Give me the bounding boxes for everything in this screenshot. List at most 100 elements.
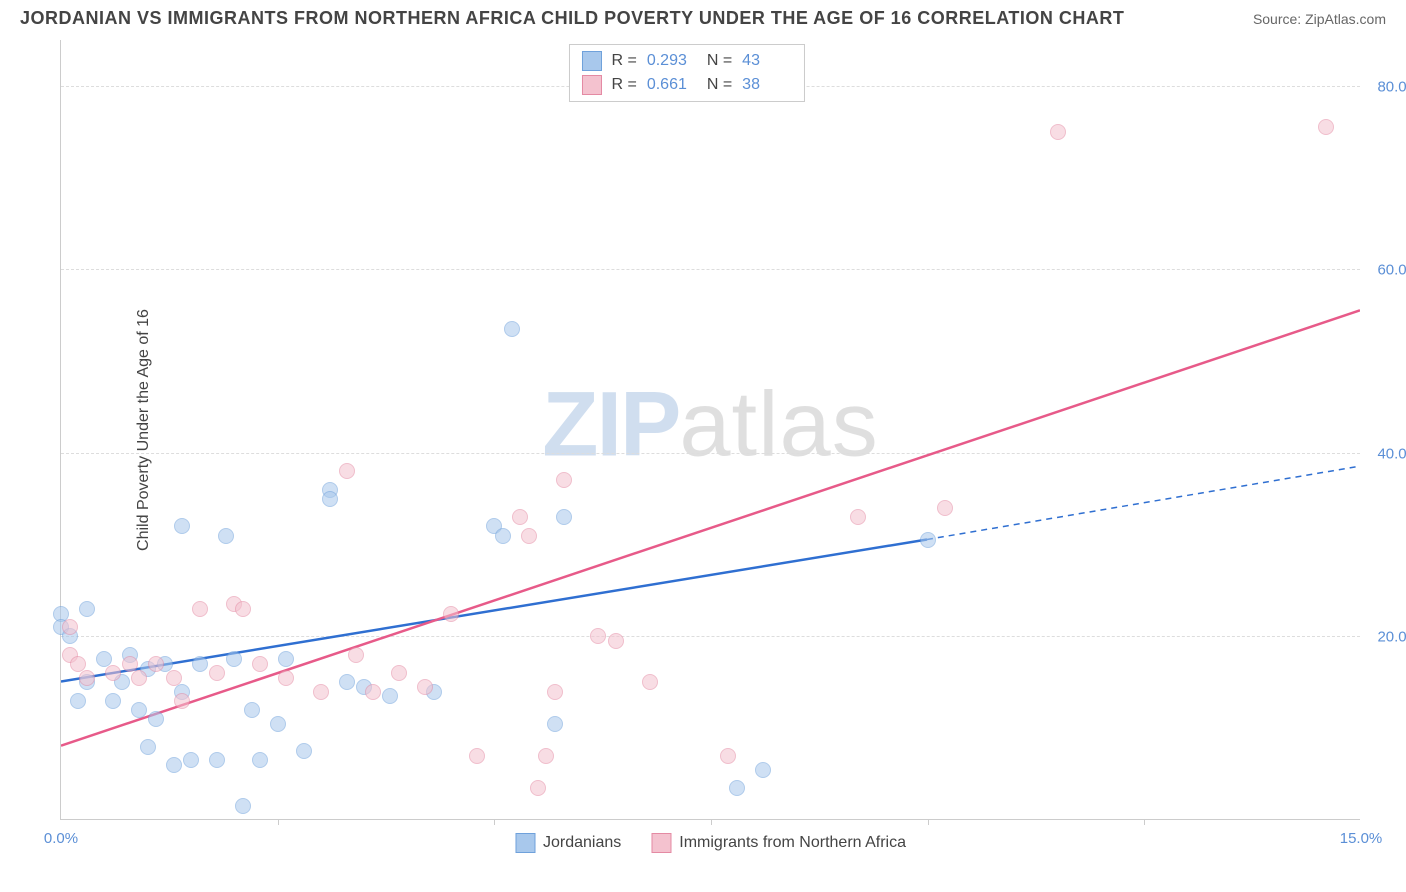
- data-point: [79, 601, 95, 617]
- chart-plot-area: Child Poverty Under the Age of 16 ZIPatl…: [60, 40, 1360, 820]
- data-point: [729, 780, 745, 796]
- data-point: [920, 532, 936, 548]
- x-tick-label: 0.0%: [44, 830, 78, 847]
- data-point: [278, 651, 294, 667]
- data-point: [174, 693, 190, 709]
- legend-swatch: [651, 833, 671, 853]
- legend-stat-row: R = 0.293 N = 43: [581, 49, 792, 73]
- data-point: [391, 665, 407, 681]
- data-point: [209, 752, 225, 768]
- data-point: [148, 656, 164, 672]
- r-label: R =: [611, 49, 636, 73]
- data-point: [296, 743, 312, 759]
- data-point: [547, 716, 563, 732]
- y-tick-label: 60.0%: [1365, 262, 1406, 279]
- n-label: N =: [707, 49, 732, 73]
- data-point: [183, 752, 199, 768]
- data-point: [1050, 124, 1066, 140]
- data-point: [174, 518, 190, 534]
- data-point: [1318, 119, 1334, 135]
- data-point: [504, 321, 520, 337]
- y-axis-label: Child Poverty Under the Age of 16: [135, 309, 153, 551]
- data-point: [192, 656, 208, 672]
- watermark-zip: ZIP: [542, 373, 679, 475]
- y-tick-label: 20.0%: [1365, 629, 1406, 646]
- data-point: [270, 716, 286, 732]
- legend-item: Jordanians: [515, 833, 621, 853]
- data-point: [590, 628, 606, 644]
- r-label: R =: [611, 73, 636, 97]
- y-tick-label: 80.0%: [1365, 78, 1406, 95]
- data-point: [244, 702, 260, 718]
- data-point: [62, 619, 78, 635]
- y-tick-label: 40.0%: [1365, 445, 1406, 462]
- x-minor-tick: [928, 819, 929, 825]
- data-point: [166, 757, 182, 773]
- data-point: [521, 528, 537, 544]
- data-point: [105, 693, 121, 709]
- data-point: [131, 702, 147, 718]
- source-attribution: Source: ZipAtlas.com: [1253, 11, 1386, 27]
- data-point: [365, 684, 381, 700]
- series-legend: Jordanians Immigrants from Northern Afric…: [515, 833, 906, 853]
- x-minor-tick: [711, 819, 712, 825]
- data-point: [209, 665, 225, 681]
- x-minor-tick: [494, 819, 495, 825]
- gridline-h: 40.0%: [61, 453, 1360, 454]
- legend-stat-row: R = 0.661 N = 38: [581, 73, 792, 97]
- data-point: [235, 601, 251, 617]
- data-point: [148, 711, 164, 727]
- legend-swatch: [581, 51, 601, 71]
- data-point: [608, 633, 624, 649]
- data-point: [755, 762, 771, 778]
- n-value: 43: [742, 49, 792, 73]
- data-point: [937, 500, 953, 516]
- data-point: [642, 674, 658, 690]
- data-point: [339, 463, 355, 479]
- legend-swatch: [515, 833, 535, 853]
- data-point: [339, 674, 355, 690]
- legend-swatch: [581, 75, 601, 95]
- n-value: 38: [742, 73, 792, 97]
- data-point: [140, 739, 156, 755]
- gridline-h: 20.0%: [61, 636, 1360, 637]
- data-point: [166, 670, 182, 686]
- trend-line-extrapolated: [927, 466, 1360, 539]
- data-point: [278, 670, 294, 686]
- data-point: [443, 606, 459, 622]
- data-point: [556, 509, 572, 525]
- data-point: [512, 509, 528, 525]
- correlation-legend: R = 0.293 N = 43 R = 0.661 N = 38: [568, 44, 805, 102]
- data-point: [850, 509, 866, 525]
- legend-series-name: Immigrants from Northern Africa: [679, 834, 906, 852]
- data-point: [252, 752, 268, 768]
- legend-series-name: Jordanians: [543, 834, 621, 852]
- data-point: [313, 684, 329, 700]
- data-point: [530, 780, 546, 796]
- n-label: N =: [707, 73, 732, 97]
- data-point: [252, 656, 268, 672]
- watermark-atlas: atlas: [679, 373, 878, 475]
- x-minor-tick: [1144, 819, 1145, 825]
- data-point: [235, 798, 251, 814]
- watermark: ZIPatlas: [542, 372, 878, 477]
- r-value: 0.293: [647, 49, 697, 73]
- x-minor-tick: [278, 819, 279, 825]
- data-point: [105, 665, 121, 681]
- gridline-h: 60.0%: [61, 269, 1360, 270]
- data-point: [720, 748, 736, 764]
- data-point: [547, 684, 563, 700]
- chart-title: JORDANIAN VS IMMIGRANTS FROM NORTHERN AF…: [20, 8, 1124, 29]
- trend-line: [61, 310, 1360, 745]
- r-value: 0.661: [647, 73, 697, 97]
- data-point: [226, 651, 242, 667]
- data-point: [469, 748, 485, 764]
- data-point: [79, 670, 95, 686]
- data-point: [382, 688, 398, 704]
- data-point: [70, 693, 86, 709]
- x-tick-label: 15.0%: [1340, 830, 1383, 847]
- data-point: [556, 472, 572, 488]
- data-point: [218, 528, 234, 544]
- legend-item: Immigrants from Northern Africa: [651, 833, 906, 853]
- data-point: [417, 679, 433, 695]
